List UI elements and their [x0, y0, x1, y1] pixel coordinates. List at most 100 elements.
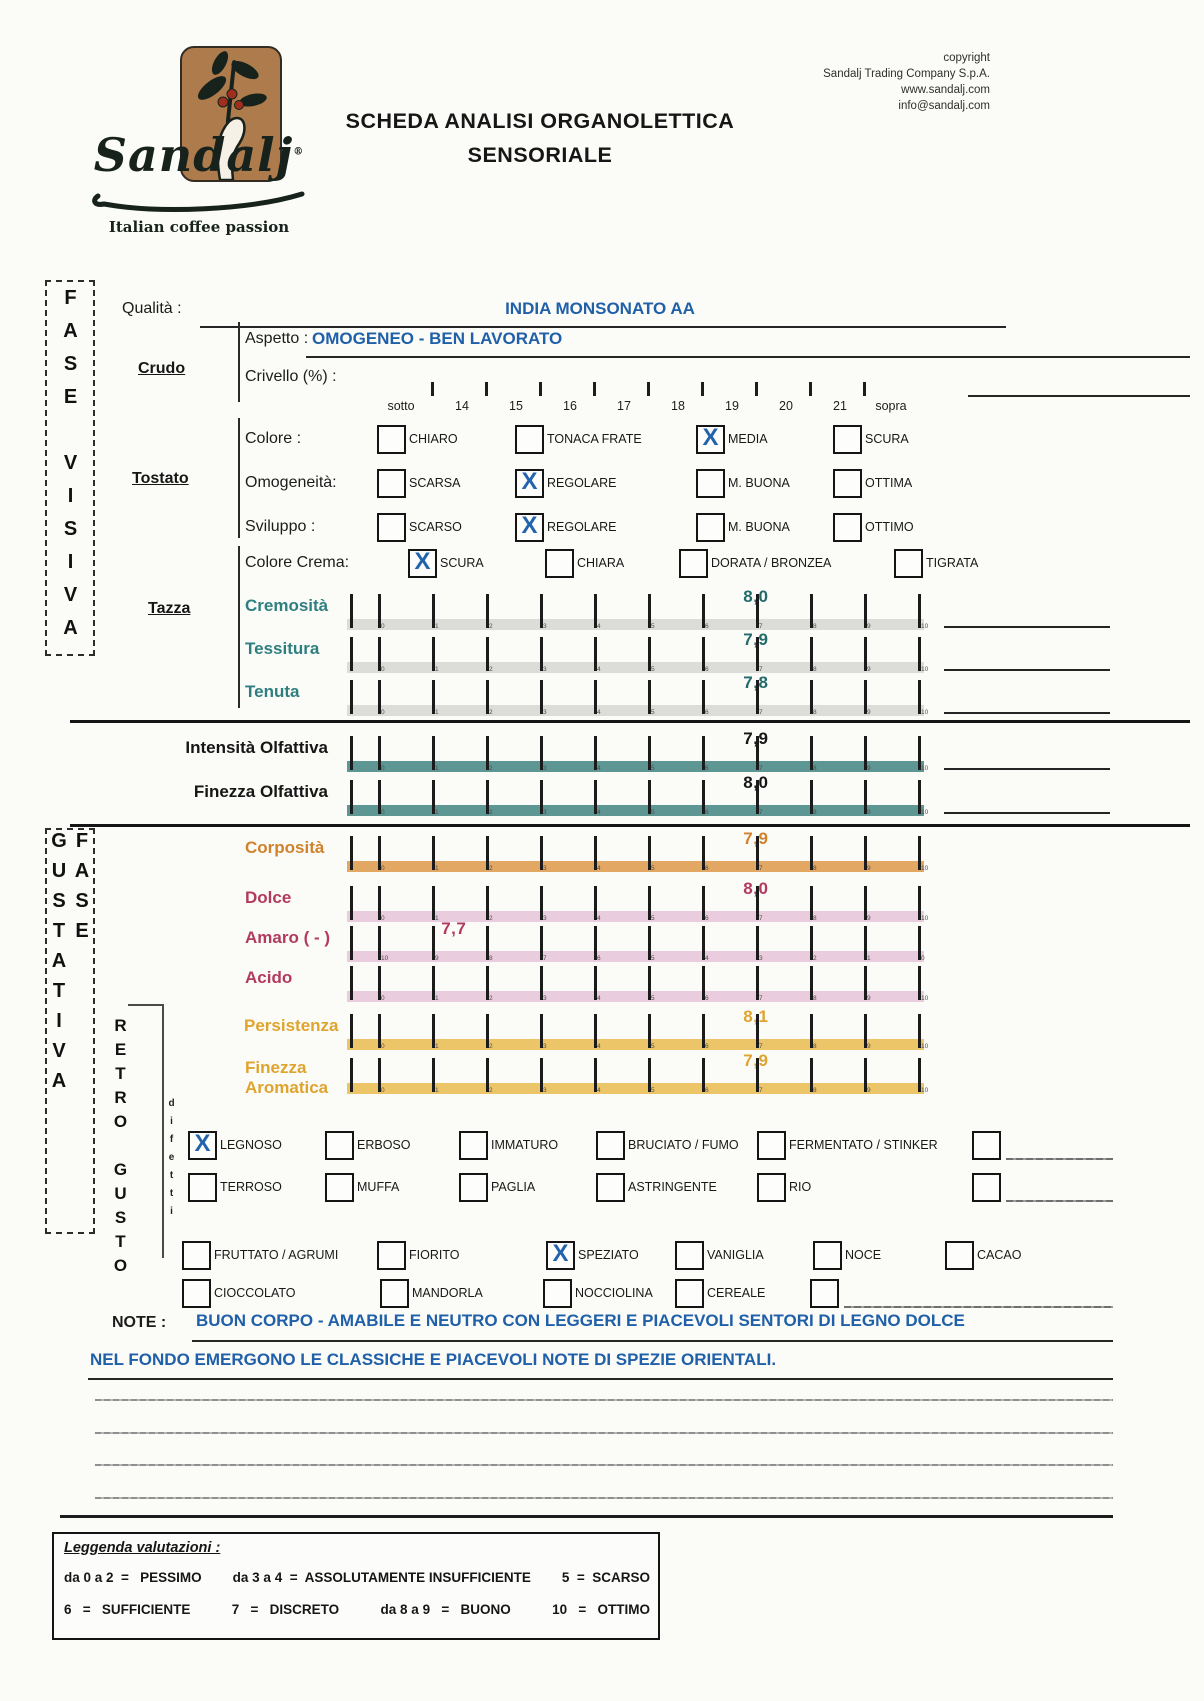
checkbox-fruttato-agrumi[interactable]: FRUTTATO / AGRUMI	[182, 1240, 338, 1270]
checkbox-nocciolina[interactable]: NOCCIOLINA	[543, 1278, 653, 1308]
scale-value: 8,0	[743, 587, 768, 607]
scale-value: 7,9	[743, 829, 768, 849]
legend-item: da 8 a 9 = BUONO	[380, 1602, 511, 1617]
checkbox-m-buona-sviluppo[interactable]: M. BUONA	[696, 512, 790, 542]
checkbox-fiorito[interactable]: FIORITO	[377, 1240, 459, 1270]
checkbox-media[interactable]: X MEDIA	[696, 424, 768, 454]
note-line2: NEL FONDO EMERGONO LE CLASSICHE E PIACEV…	[90, 1350, 777, 1369]
checkbox-scarsa[interactable]: SCARSA	[377, 468, 460, 498]
crivello-tick-label: 16	[563, 399, 577, 413]
checkbox-muffa[interactable]: MUFFA	[325, 1172, 399, 1202]
checkbox-regolare-omogeneita[interactable]: X REGOLARE	[515, 468, 616, 498]
crivello-tick-label: 14	[455, 399, 469, 413]
rating-scale[interactable]: 7,9012345678910	[347, 630, 928, 674]
rating-scale[interactable]: 7,7 10 9 8 7 6 5 4 3 2 1 0	[347, 919, 925, 963]
checkbox-immaturo[interactable]: IMMATURO	[459, 1130, 558, 1160]
checkbox-box	[679, 548, 708, 578]
checkbox-fermentato-stinker[interactable]: FERMENTATO / STINKER	[757, 1130, 938, 1160]
fase-gustativa-box: FASE GUSTATIVA	[45, 828, 95, 1234]
divider	[238, 418, 240, 538]
scale-row-acido: Acido 0 1 2 3 4 5 6 7 8 9 10	[0, 966, 1204, 1006]
scale-value: 8,1	[743, 1007, 768, 1027]
scale-value: 8,0	[743, 879, 768, 899]
checkbox-chiaro[interactable]: CHIARO	[377, 424, 458, 454]
checkbox-box	[459, 1130, 488, 1160]
rating-scale[interactable]: 8,0012345678910	[347, 587, 928, 631]
scale-label: Tenuta	[245, 682, 300, 701]
checkbox-cereale[interactable]: CEREALE	[675, 1278, 765, 1308]
rating-scale[interactable]: 7,9012345678910	[347, 829, 928, 873]
checkbox-crema-dorata-bronzea[interactable]: DORATA / BRONZEA	[679, 548, 831, 578]
checkbox-rio[interactable]: RIO	[757, 1172, 811, 1202]
checkbox-box	[325, 1130, 354, 1160]
rating-scale[interactable]: 8,0012345678910	[347, 773, 928, 817]
rating-scale[interactable]: 7,9012345678910	[347, 1051, 928, 1095]
checkbox-box	[596, 1172, 625, 1202]
brand-name: Sandalj	[93, 128, 294, 182]
blank-note-line	[95, 1497, 1113, 1499]
checkbox-gusto-altro[interactable]	[810, 1278, 839, 1308]
title-line1: SCHEDA ANALISI ORGANOLETTICA	[345, 109, 735, 133]
write-in-line	[1006, 1158, 1113, 1160]
checkbox-crema-chiara[interactable]: CHIARA	[545, 548, 624, 578]
brand-wordmark: Sandalj®	[84, 128, 314, 182]
checkbox-box	[833, 424, 862, 454]
section-crudo: Crudo	[138, 360, 186, 377]
checkbox-box	[377, 1240, 406, 1270]
crivello-answer-line	[968, 395, 1190, 397]
legend-title: Leggenda valutazioni :	[64, 1540, 221, 1556]
checkbox-paglia[interactable]: PAGLIA	[459, 1172, 535, 1202]
note-line1: BUON CORPO - AMABILE E NEUTRO CON LEGGER…	[196, 1311, 965, 1330]
checkbox-crema-scura[interactable]: X SCURA	[408, 548, 484, 578]
retro-gusto-label: RETRO GUSTO	[111, 1016, 130, 1280]
checkbox-crema-tigrata[interactable]: TIGRATA	[894, 548, 978, 578]
section-tazza: Tazza	[148, 600, 191, 617]
rating-scale[interactable]: 0 1 2 3 4 5 6 7 8 9 10	[347, 966, 928, 1003]
answer-line	[944, 626, 1110, 628]
scale-value: 7,9	[743, 729, 768, 749]
rating-scale[interactable]: 8,1012345678910	[347, 1007, 928, 1051]
rating-scale[interactable]: 7,8012345678910	[347, 673, 928, 717]
checkbox-scura[interactable]: SCURA	[833, 424, 909, 454]
checkbox-scarso[interactable]: SCARSO	[377, 512, 462, 542]
legend-item: da 3 a 4 = ASSOLUTAMENTE INSUFFICIENTE	[232, 1570, 531, 1585]
checkbox-box: X	[546, 1240, 575, 1270]
scale-label: Tessitura	[245, 639, 320, 658]
crivello-scale[interactable]: sotto 14 15 16 17 18 19 20 21 sopra	[365, 382, 925, 418]
checkbox-m-buona[interactable]: M. BUONA	[696, 468, 790, 498]
checkbox-speziato[interactable]: X SPEZIATO	[546, 1240, 639, 1270]
scale-label: Persistenza	[244, 1016, 339, 1035]
rating-scale[interactable]: 7,9012345678910	[347, 729, 928, 773]
answer-line	[944, 768, 1110, 770]
checkbox-difetto-altro-2[interactable]	[972, 1172, 1001, 1202]
checkbox-terroso[interactable]: TERROSO	[188, 1172, 282, 1202]
crivello-tick-label: 20	[779, 399, 793, 413]
checkbox-box	[380, 1278, 409, 1308]
checkbox-box	[325, 1172, 354, 1202]
checkbox-legnoso[interactable]: X LEGNOSO	[188, 1130, 282, 1160]
checkbox-box	[596, 1130, 625, 1160]
checkbox-box	[696, 468, 725, 498]
checkbox-ottima[interactable]: OTTIMA	[833, 468, 912, 498]
checkbox-vaniglia[interactable]: VANIGLIA	[675, 1240, 764, 1270]
rating-scale[interactable]: 8,0012345678910	[347, 879, 928, 923]
blank-note-line	[95, 1464, 1113, 1466]
checkbox-mandorla[interactable]: MANDORLA	[380, 1278, 483, 1308]
checkbox-cioccolato[interactable]: CIOCCOLATO	[182, 1278, 296, 1308]
checkbox-box	[377, 424, 406, 454]
checkbox-regolare-sviluppo[interactable]: X REGOLARE	[515, 512, 616, 542]
checkbox-box	[945, 1240, 974, 1270]
checkbox-box	[675, 1278, 704, 1308]
checkbox-difetto-altro-1[interactable]	[972, 1130, 1001, 1160]
scale-value: 8,0	[743, 773, 768, 793]
checkbox-noce[interactable]: NOCE	[813, 1240, 881, 1270]
scale-row-finezza-olfattiva: Finezza Olfattiva 8,0012345678910	[0, 773, 1204, 820]
checkbox-astringente[interactable]: ASTRINGENTE	[596, 1172, 717, 1202]
checkbox-tonaca-frate[interactable]: TONACA FRATE	[515, 424, 642, 454]
checkbox-cacao[interactable]: CACAO	[945, 1240, 1021, 1270]
checkbox-bruciato-fumo[interactable]: BRUCIATO / FUMO	[596, 1130, 739, 1160]
checkbox-erboso[interactable]: ERBOSO	[325, 1130, 411, 1160]
checkbox-box	[515, 424, 544, 454]
scale-row-amaro: Amaro ( - ) 7,7 10 9 8 7 6 5 4 3 2 1 0	[0, 919, 1204, 966]
checkbox-ottimo[interactable]: OTTIMO	[833, 512, 914, 542]
